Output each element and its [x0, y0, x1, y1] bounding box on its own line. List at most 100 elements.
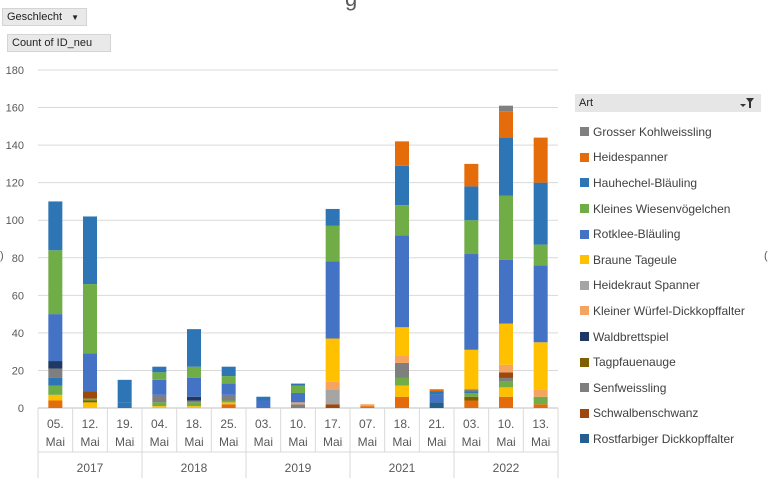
- x-tick-label-month: Mai: [462, 435, 481, 449]
- bar-segment: [152, 394, 167, 403]
- bar-segment: [429, 389, 444, 392]
- bar-segment: [395, 141, 409, 166]
- y-tick-label: 180: [6, 65, 24, 77]
- x-tick-label-month: Mai: [80, 435, 99, 449]
- bar-segment: [291, 383, 305, 386]
- bar-segment: [48, 385, 63, 395]
- legend-item: Grosser Kohlweissling: [580, 119, 768, 145]
- legend-item: Heidekraut Spanner: [580, 273, 768, 299]
- bar-segment: [48, 368, 63, 378]
- y-tick-label: 120: [6, 178, 24, 190]
- bar-segment: [395, 235, 409, 328]
- x-tick-label-month: Mai: [150, 435, 169, 449]
- bar-segment: [395, 327, 409, 356]
- bar-segment: [291, 385, 305, 393]
- bar-segment: [291, 404, 305, 408]
- dropdown-arrow-icon[interactable]: ▼: [71, 13, 80, 22]
- bar-segment: [221, 400, 236, 403]
- bar-segment: [499, 105, 513, 112]
- legend-swatch: [580, 204, 589, 214]
- bar-segment: [221, 366, 236, 377]
- x-tick-label-day: 18.: [394, 417, 411, 431]
- legend-field-button[interactable]: Art: [575, 94, 761, 112]
- y-tick-label: 40: [12, 328, 24, 340]
- bar-segment: [395, 385, 409, 397]
- legend-swatch: [580, 383, 589, 393]
- year-label: 2019: [285, 461, 312, 475]
- legend-swatch: [580, 357, 589, 367]
- legend-label: Rostfarbiger Dickkopffalter: [593, 431, 735, 446]
- bar-segment: [533, 244, 548, 266]
- bar-segment: [464, 389, 479, 392]
- bar-segment: [429, 394, 444, 403]
- y-tick-label: 140: [6, 140, 24, 152]
- bar-segment: [464, 220, 479, 255]
- bar-segment: [256, 400, 271, 408]
- bar-segment: [464, 400, 479, 408]
- legend-label: Waldbrettspiel: [593, 329, 669, 344]
- legend-label: Schwalbenschwanz: [593, 406, 699, 421]
- legend-label: Hauhechel-Bläuling: [593, 175, 698, 190]
- bar-segment: [256, 396, 271, 401]
- x-tick-label-day: 10.: [498, 417, 515, 431]
- legend-label: Grosser Kohlweissling: [593, 124, 712, 139]
- value-field-button[interactable]: Count of ID_neu: [7, 34, 111, 52]
- bar-segment: [464, 254, 479, 350]
- geschlecht-filter-button[interactable]: Geschlecht ▼: [2, 8, 87, 26]
- bar-segment: [187, 366, 201, 378]
- bar-segment: [533, 265, 548, 343]
- bar-segment: [464, 396, 479, 401]
- bar-segment: [221, 376, 236, 384]
- bar-segment: [464, 391, 479, 393]
- bar-segment: [533, 396, 548, 405]
- x-tick-label-day: 07.: [359, 417, 376, 431]
- legend-item: Braune Tageule: [580, 247, 768, 273]
- legend-label: Heidekraut Spanner: [593, 278, 700, 293]
- x-tick-label-day: 21.: [428, 417, 445, 431]
- legend-item: Kleiner Würfel-Dickkopffalter: [580, 298, 768, 324]
- legend-swatch: [580, 332, 589, 342]
- bar-segment: [83, 402, 97, 408]
- legend-label: Kleiner Würfel-Dickkopffalter: [593, 303, 745, 318]
- x-tick-label-day: 18.: [186, 417, 203, 431]
- legend-swatch: [580, 178, 589, 188]
- bar-segment: [117, 379, 132, 403]
- x-tick-label-day: 25.: [220, 417, 237, 431]
- x-tick-label-day: 12.: [82, 417, 99, 431]
- value-field-label: Count of ID_neu: [12, 37, 93, 49]
- y-tick-label: 160: [6, 103, 24, 115]
- bar-segment: [533, 137, 548, 183]
- bar-segment: [395, 362, 409, 378]
- legend-label: Senfweissling: [593, 380, 667, 395]
- side-fragment-right: (: [764, 250, 768, 262]
- x-tick-label-month: Mai: [427, 435, 446, 449]
- bar-segment: [499, 195, 513, 260]
- y-tick-label: 0: [18, 403, 24, 415]
- y-tick-label: 100: [6, 215, 24, 227]
- x-tick-label-month: Mai: [115, 435, 134, 449]
- bar-segment: [152, 406, 167, 408]
- bar-segment: [395, 205, 409, 236]
- bar-segment: [499, 323, 513, 365]
- chart-title-fragment: g: [345, 0, 357, 12]
- bar-segment: [395, 355, 409, 363]
- bar-segment: [464, 392, 479, 397]
- x-tick-label-month: Mai: [531, 435, 550, 449]
- bar-segment: [152, 366, 167, 373]
- legend-item: Tagpfauenauge: [580, 349, 768, 375]
- legend-item: Waldbrettspiel: [580, 324, 768, 350]
- bar-segment: [533, 342, 548, 390]
- bar-segment: [83, 216, 97, 285]
- bar-segment: [48, 314, 63, 362]
- bar-segment: [48, 250, 63, 315]
- bar-segment: [464, 349, 479, 390]
- bar-segment: [152, 379, 167, 395]
- legend-item: Hauhechel-Bläuling: [580, 170, 768, 196]
- bar-segment: [325, 404, 340, 408]
- bar-segment: [221, 404, 236, 408]
- legend-swatch: [580, 434, 589, 444]
- filter-funnel-icon[interactable]: [739, 97, 755, 109]
- x-tick-label-month: Mai: [219, 435, 238, 449]
- bar-segment: [83, 391, 97, 399]
- bar-segment: [48, 394, 63, 401]
